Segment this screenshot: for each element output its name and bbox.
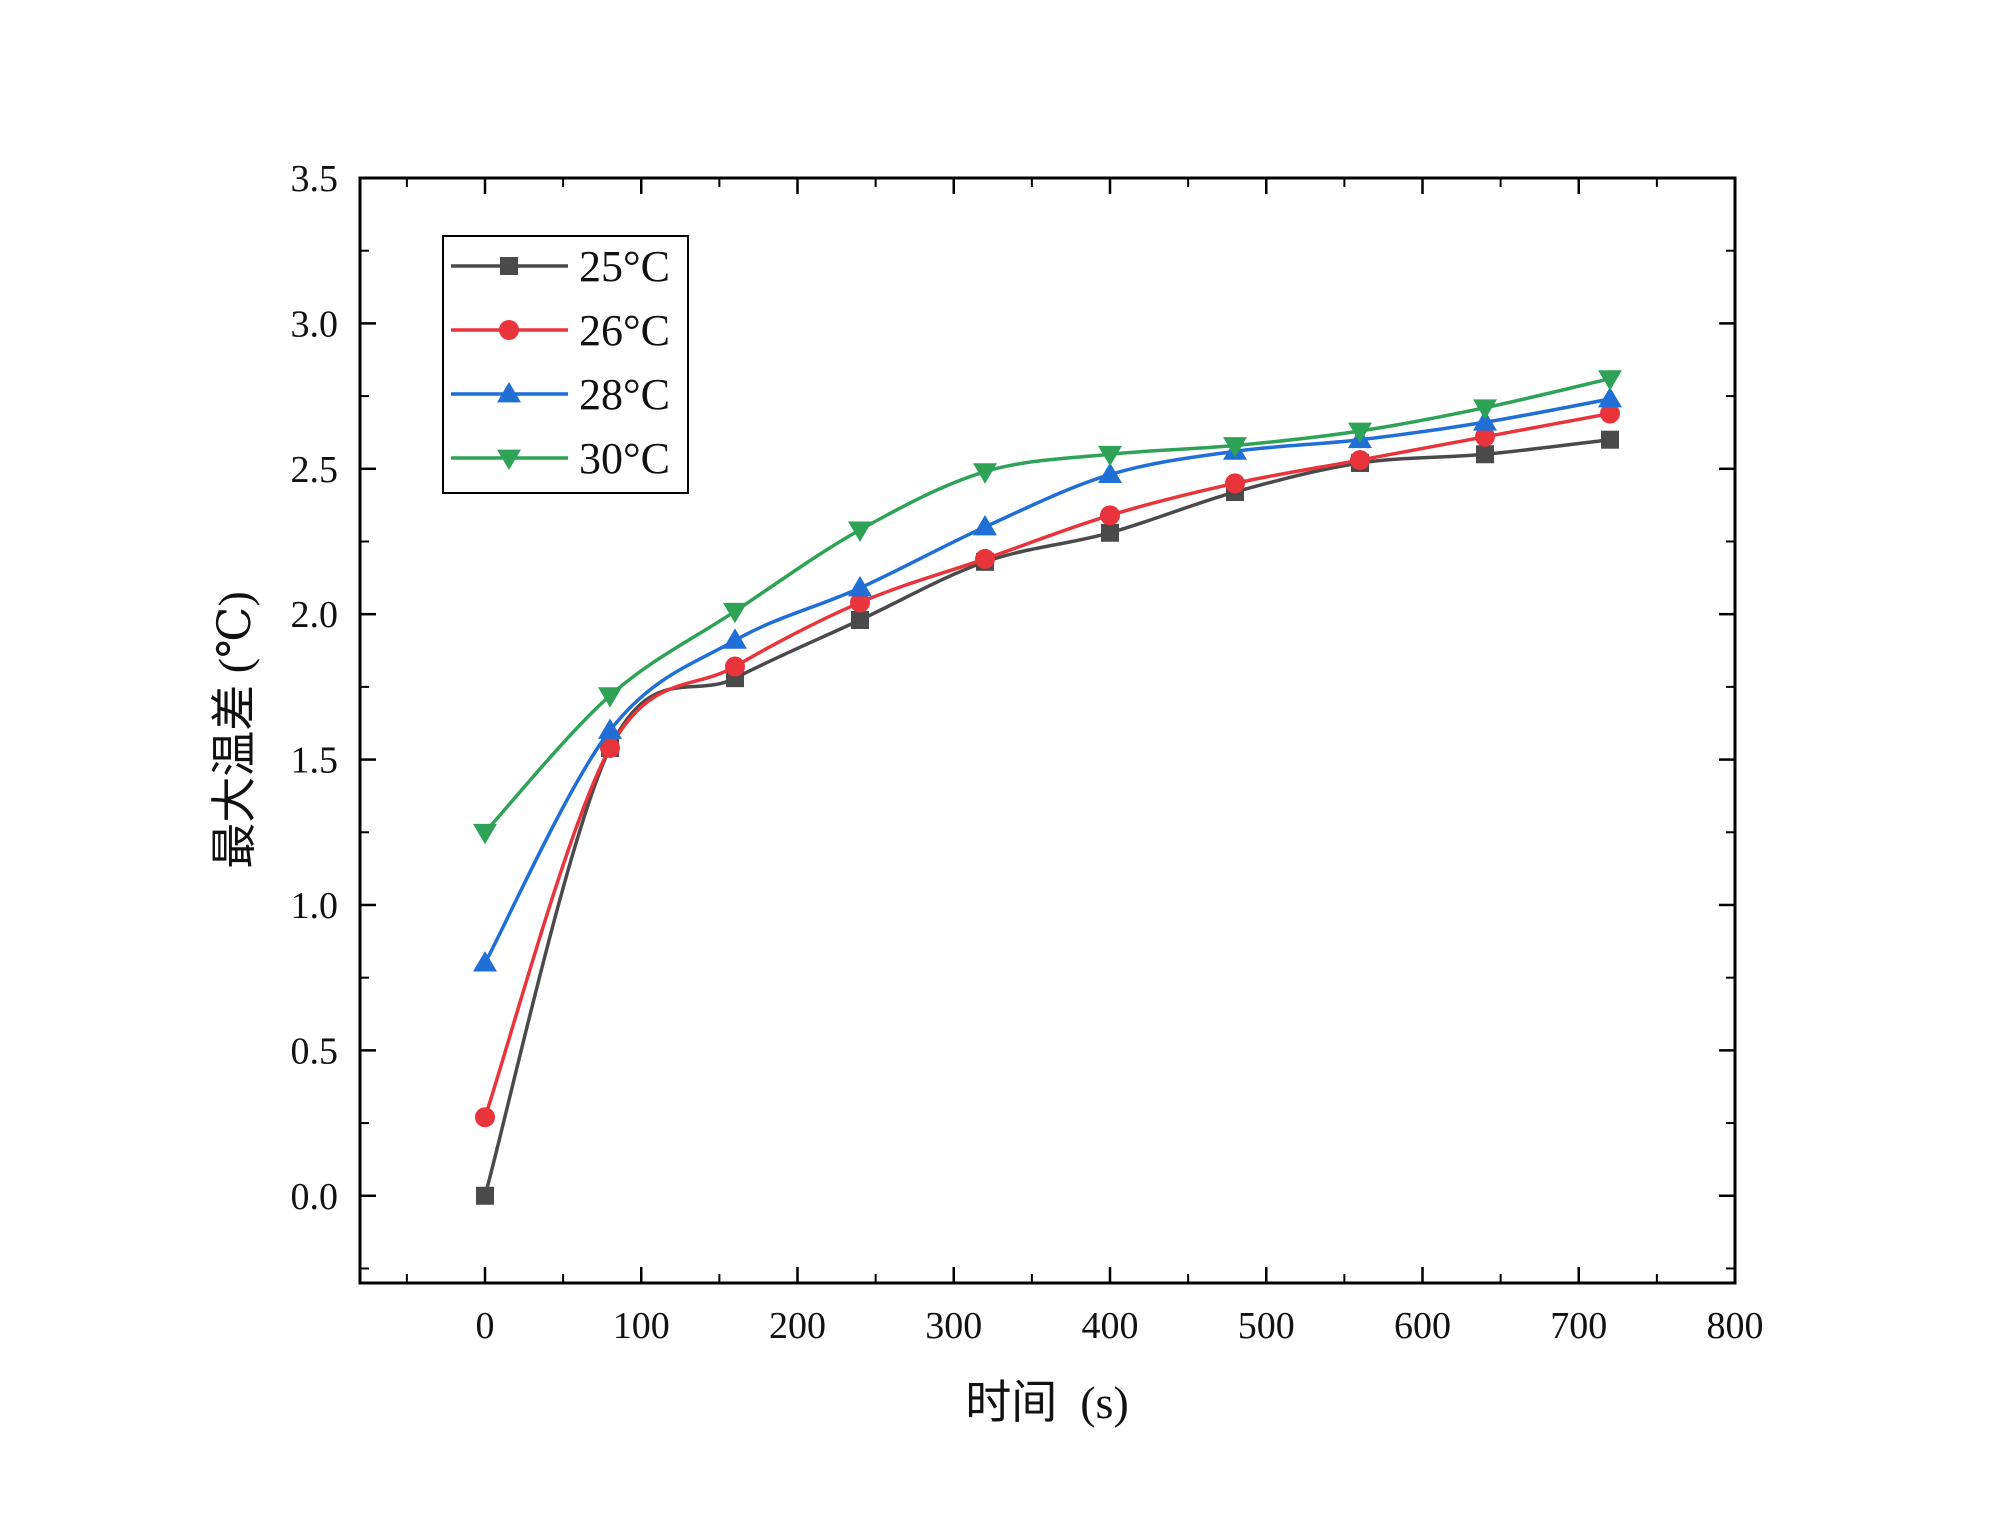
x-tick-label: 300	[925, 1305, 982, 1347]
series-line	[483, 376, 1611, 834]
data-point	[1101, 523, 1119, 542]
data-point	[850, 592, 870, 613]
legend-label: 28°C	[579, 370, 670, 419]
legend-marker	[497, 382, 521, 403]
data-point	[1473, 410, 1497, 431]
data-point	[1600, 403, 1620, 424]
legend-item: 28°C	[451, 370, 670, 419]
data-point	[973, 463, 997, 484]
x-tick-label: 100	[613, 1305, 670, 1347]
data-point	[1476, 445, 1494, 464]
legend-label: 25°C	[579, 242, 670, 291]
data-point	[851, 611, 869, 629]
y-tick-label: 1.0	[291, 885, 339, 927]
data-point	[723, 628, 747, 649]
data-point	[1598, 370, 1622, 391]
legend-label: 30°C	[579, 434, 670, 483]
x-tick-label: 500	[1238, 1305, 1295, 1347]
series-1	[475, 403, 1620, 1128]
legend-item: 26°C	[451, 306, 670, 355]
data-point	[1223, 437, 1247, 458]
data-point	[973, 514, 997, 536]
data-point	[1473, 399, 1497, 420]
x-tick-label: 400	[1082, 1305, 1139, 1347]
legend-item: 25°C	[451, 242, 670, 291]
y-tick-label: 2.0	[291, 594, 339, 636]
series-layer	[473, 370, 1622, 1205]
data-point	[1098, 462, 1122, 484]
data-point	[1098, 445, 1122, 467]
plot-frame	[358, 176, 1737, 1285]
y-tick-label: 0.0	[291, 1176, 339, 1218]
legend: 25°C 26°C 28°C 30°C	[442, 235, 689, 494]
data-point	[725, 656, 745, 677]
x-tick-label: 600	[1394, 1305, 1451, 1347]
legend-item: 30°C	[451, 434, 670, 483]
data-point	[1598, 387, 1622, 408]
legend-label: 26°C	[579, 306, 670, 355]
x-tick-label: 700	[1550, 1305, 1607, 1347]
series-line	[483, 397, 1611, 964]
data-point	[1100, 505, 1120, 526]
legend-marker	[497, 449, 521, 470]
data-point	[475, 1107, 495, 1128]
x-tick-label: 200	[769, 1305, 826, 1347]
legend-marker	[500, 257, 518, 275]
data-point	[848, 576, 872, 597]
data-point	[473, 951, 497, 972]
data-point	[1348, 422, 1372, 443]
data-point	[1601, 430, 1619, 449]
y-axis-title: 最大温差 (℃)	[209, 591, 260, 869]
data-point	[1475, 426, 1495, 447]
y-tick-label: 3.0	[291, 303, 339, 345]
ticks-layer: 0 100 200 300 400 500 600 700 800 0.0 0.5 1.0 1.5 2.0…	[291, 158, 1764, 1347]
data-point	[598, 718, 622, 739]
x-tick-label: 0	[476, 1305, 495, 1347]
data-point	[1225, 473, 1245, 494]
y-tick-label: 1.5	[291, 740, 339, 782]
data-point	[848, 521, 872, 542]
data-point	[473, 823, 497, 845]
y-tick-label: 0.5	[291, 1030, 339, 1072]
legend-box	[442, 235, 689, 494]
x-axis-title: 时间 (s)	[965, 1377, 1129, 1428]
data-point	[598, 687, 622, 708]
data-point	[476, 1186, 494, 1205]
y-tick-label: 2.5	[291, 449, 339, 491]
data-point	[600, 737, 620, 758]
x-tick-label: 800	[1707, 1305, 1764, 1347]
data-point	[975, 548, 995, 569]
legend-marker	[499, 320, 519, 340]
y-tick-label: 3.5	[291, 158, 339, 200]
series-3	[473, 370, 1622, 845]
data-point	[1350, 450, 1370, 471]
data-point	[723, 602, 747, 624]
